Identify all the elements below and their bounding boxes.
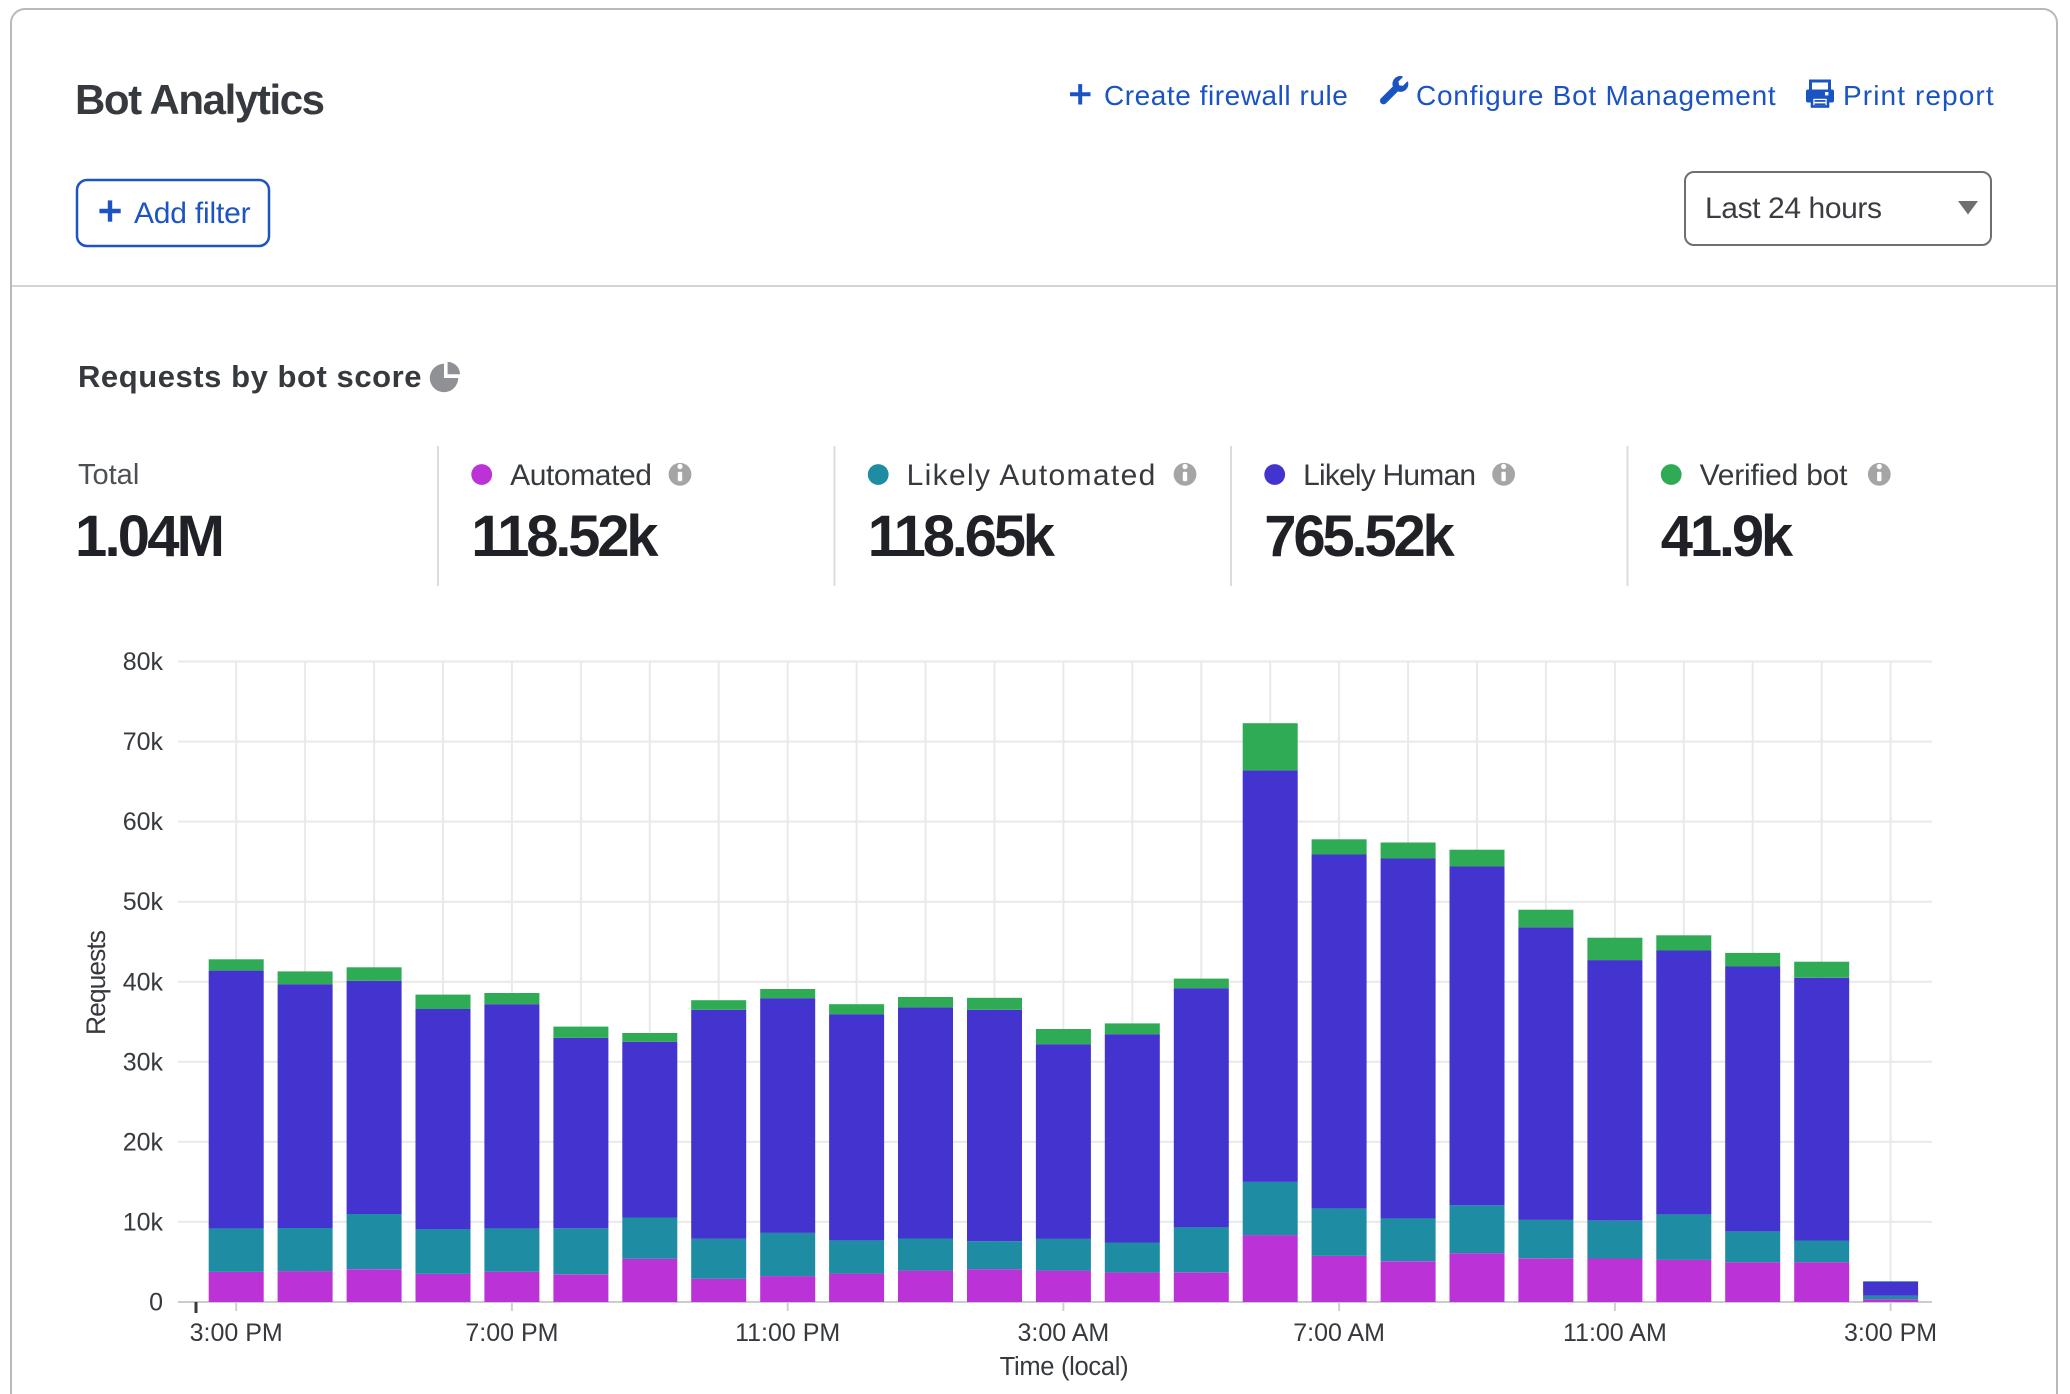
svg-text:50k: 50k xyxy=(123,888,164,916)
svg-text:60k: 60k xyxy=(123,808,164,836)
svg-text:3:00 PM: 3:00 PM xyxy=(1844,1319,1937,1347)
svg-text:Automated: Automated xyxy=(510,459,651,492)
svg-text:70k: 70k xyxy=(123,728,164,756)
svg-text:Configure Bot Management: Configure Bot Management xyxy=(1416,80,1776,111)
svg-text:80k: 80k xyxy=(123,648,164,676)
svg-text:Create firewall rule: Create firewall rule xyxy=(1104,80,1348,111)
svg-text:7:00 PM: 7:00 PM xyxy=(465,1319,558,1347)
svg-text:765.52k: 765.52k xyxy=(1264,504,1455,569)
svg-text:Requests: Requests xyxy=(81,930,111,1035)
svg-text:Requests by bot score: Requests by bot score xyxy=(78,359,422,394)
svg-text:1.04M: 1.04M xyxy=(75,504,222,569)
svg-text:7:00 AM: 7:00 AM xyxy=(1293,1319,1385,1347)
svg-text:0: 0 xyxy=(149,1289,163,1317)
svg-text:11:00 AM: 11:00 AM xyxy=(1563,1319,1667,1347)
svg-text:40k: 40k xyxy=(123,968,164,996)
svg-text:Likely Human: Likely Human xyxy=(1303,459,1475,492)
svg-text:41.9k: 41.9k xyxy=(1661,504,1794,569)
svg-text:Last 24 hours: Last 24 hours xyxy=(1705,192,1882,225)
svg-text:118.52k: 118.52k xyxy=(471,504,659,569)
svg-text:20k: 20k xyxy=(123,1128,164,1156)
svg-text:10k: 10k xyxy=(123,1208,164,1236)
svg-text:Likely Automated: Likely Automated xyxy=(907,459,1157,492)
svg-text:Time (local): Time (local) xyxy=(1000,1353,1129,1381)
svg-text:Verified bot: Verified bot xyxy=(1700,459,1849,492)
svg-text:Bot Analytics: Bot Analytics xyxy=(75,76,324,123)
svg-text:3:00 AM: 3:00 AM xyxy=(1018,1319,1110,1347)
svg-text:30k: 30k xyxy=(123,1048,164,1076)
svg-text:118.65k: 118.65k xyxy=(868,504,1056,569)
svg-text:Total: Total xyxy=(78,459,139,491)
svg-text:3:00 PM: 3:00 PM xyxy=(190,1319,283,1347)
svg-text:11:00 PM: 11:00 PM xyxy=(735,1319,840,1347)
svg-text:Add filter: Add filter xyxy=(134,197,251,230)
svg-text:Print report: Print report xyxy=(1843,80,1995,111)
